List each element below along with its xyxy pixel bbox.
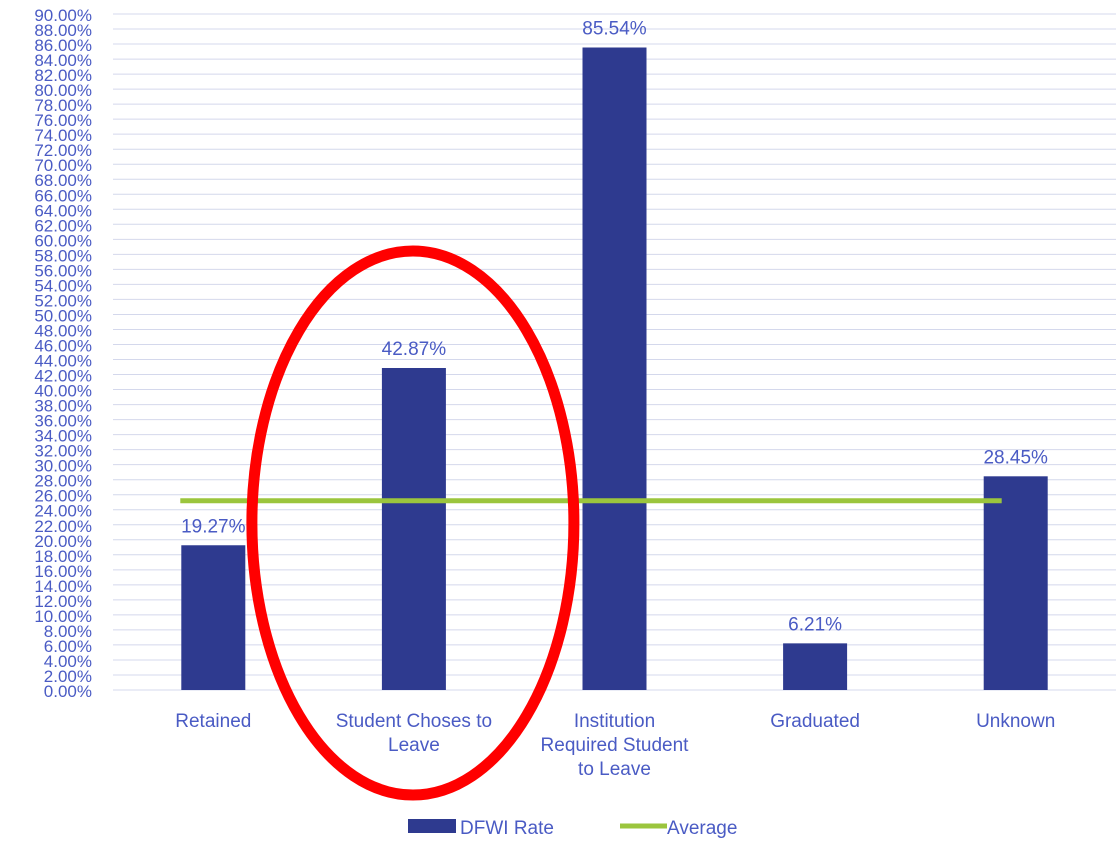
y-tick-label: 10.00% (34, 607, 92, 626)
x-tick-label: Student Choses to Leave (336, 711, 492, 756)
y-tick-label: 12.00% (34, 592, 92, 611)
data-label: 6.21% (788, 614, 842, 635)
y-tick-label: 66.00% (34, 186, 92, 205)
y-tick-label: 8.00% (44, 622, 92, 641)
legend-bar-swatch (408, 819, 456, 833)
x-tick-label: Graduated (770, 711, 860, 732)
highlight-ellipse (246, 245, 580, 801)
x-tick-label: Unknown (976, 711, 1055, 732)
y-tick-label: 60.00% (34, 231, 92, 250)
y-tick-label: 16.00% (34, 562, 92, 581)
y-tick-label: 36.00% (34, 412, 92, 431)
data-label: 28.45% (983, 447, 1048, 468)
legend-label: Average (667, 818, 737, 839)
bar (582, 47, 647, 690)
y-tick-label: 40.00% (34, 382, 92, 401)
y-tick-label: 50.00% (34, 306, 92, 325)
bar (783, 643, 848, 690)
y-tick-label: 28.00% (34, 472, 92, 491)
y-tick-label: 80.00% (34, 81, 92, 100)
y-tick-label: 42.00% (34, 367, 92, 386)
data-label: 85.54% (582, 18, 647, 39)
y-tick-label: 88.00% (34, 21, 92, 40)
bar (181, 545, 246, 690)
y-tick-label: 46.00% (34, 336, 92, 355)
y-tick-label: 70.00% (34, 156, 92, 175)
x-tick-label: Retained (175, 711, 251, 732)
y-tick-label: 84.00% (34, 51, 92, 70)
legend: DFWI Rate Average (408, 818, 737, 839)
y-tick-label: 74.00% (34, 126, 92, 145)
y-tick-label: 30.00% (34, 457, 92, 476)
x-axis-category-labels: Retained Student Choses to Leave Institutio… (175, 711, 1055, 780)
y-tick-label: 38.00% (34, 397, 92, 416)
y-tick-label: 20.00% (34, 532, 92, 551)
y-tick-label: 54.00% (34, 276, 92, 295)
y-tick-label: 44.00% (34, 352, 92, 371)
legend-label: DFWI Rate (460, 818, 554, 839)
bar (381, 367, 446, 690)
data-label: 19.27% (181, 516, 246, 537)
y-tick-label: 64.00% (34, 201, 92, 220)
data-label: 42.87% (382, 339, 447, 360)
y-tick-label: 6.00% (44, 637, 92, 656)
y-tick-label: 82.00% (34, 66, 92, 85)
y-axis-tick-labels: 0.00%2.00%4.00%6.00%8.00%10.00%12.00%14.… (34, 6, 92, 701)
y-tick-label: 0.00% (44, 682, 92, 701)
y-tick-label: 22.00% (34, 517, 92, 536)
y-tick-label: 2.00% (44, 667, 92, 686)
y-tick-label: 72.00% (34, 141, 92, 160)
y-tick-label: 68.00% (34, 171, 92, 190)
highlight-layer (246, 245, 580, 801)
y-tick-label: 24.00% (34, 502, 92, 521)
y-tick-label: 18.00% (34, 547, 92, 566)
x-tick-label: Institution Required Student to Leave (541, 711, 690, 780)
y-tick-label: 26.00% (34, 487, 92, 506)
y-tick-label: 4.00% (44, 652, 92, 671)
y-tick-label: 86.00% (34, 36, 92, 55)
y-tick-label: 76.00% (34, 111, 92, 130)
y-tick-label: 34.00% (34, 427, 92, 446)
y-tick-label: 52.00% (34, 291, 92, 310)
y-tick-label: 56.00% (34, 261, 92, 280)
data-labels: 19.27% 42.87% 85.54% 6.21% 28.45% (181, 18, 1048, 635)
y-tick-label: 58.00% (34, 246, 92, 265)
y-tick-label: 48.00% (34, 321, 92, 340)
y-tick-label: 14.00% (34, 577, 92, 596)
bar (983, 476, 1048, 690)
y-tick-label: 78.00% (34, 96, 92, 115)
y-tick-label: 62.00% (34, 216, 92, 235)
y-tick-label: 32.00% (34, 442, 92, 461)
bars (181, 47, 1048, 690)
y-tick-label: 90.00% (34, 6, 92, 25)
